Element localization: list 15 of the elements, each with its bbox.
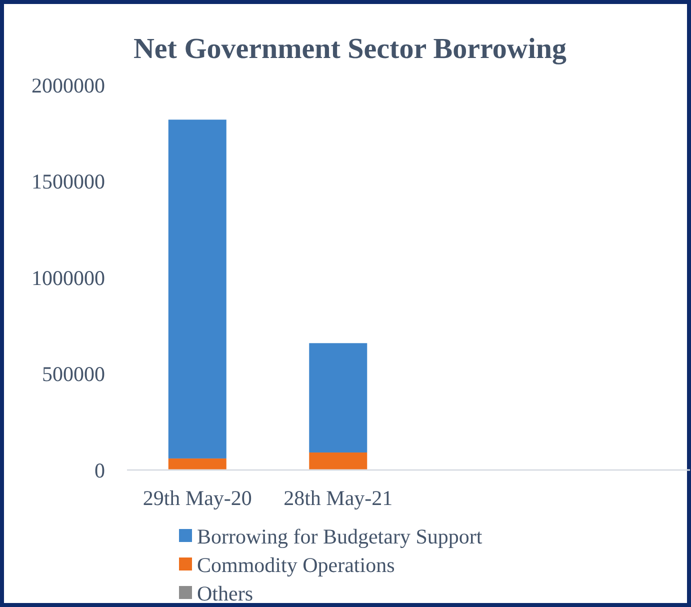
bar: [309, 343, 368, 452]
chart-title: Net Government Sector Borrowing: [133, 33, 568, 65]
y-tick-label: 1000000: [32, 266, 105, 290]
bar: [168, 120, 226, 458]
y-tick-label: 0: [94, 458, 105, 482]
y-tick-label: 500000: [42, 362, 105, 386]
y-tick-label: 2000000: [32, 73, 105, 98]
bar: [168, 458, 226, 470]
x-tick-label: 28th May-21: [284, 486, 393, 510]
y-tick-label: 1500000: [32, 170, 105, 194]
legend-label: Others: [197, 581, 253, 606]
x-tick-label: 29th May-20: [142, 486, 252, 510]
bar: [309, 452, 368, 470]
legend-label: Commodity Operations: [197, 552, 395, 577]
legend-label: Borrowing for Budgetary Support: [197, 524, 482, 548]
